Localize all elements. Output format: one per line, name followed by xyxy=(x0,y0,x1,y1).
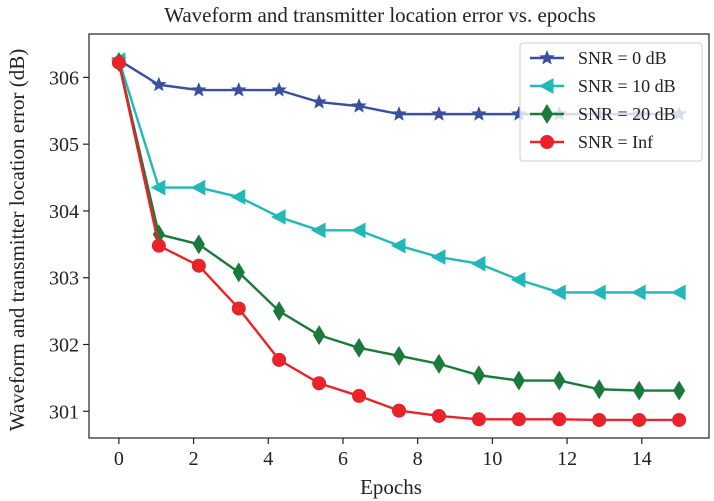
data-point xyxy=(232,262,245,283)
data-point xyxy=(191,81,207,97)
data-point xyxy=(553,370,566,391)
data-point xyxy=(471,106,487,121)
data-point xyxy=(431,408,446,423)
data-point xyxy=(271,209,286,225)
legend-marker xyxy=(539,49,555,65)
data-point xyxy=(392,345,406,366)
data-point xyxy=(552,412,567,427)
x-tick-label: 14 xyxy=(632,448,652,470)
data-point xyxy=(273,301,286,322)
legend-label: SNR = 20 dB xyxy=(578,104,676,124)
series-layer xyxy=(110,51,687,427)
chart-title: Waveform and transmitter location error … xyxy=(164,3,596,27)
data-point xyxy=(150,179,166,196)
data-point xyxy=(351,98,367,113)
x-tick-label: 2 xyxy=(189,448,199,470)
data-point xyxy=(312,376,327,391)
x-tick-label: 12 xyxy=(557,448,577,470)
data-point xyxy=(430,249,446,265)
legend-marker xyxy=(540,135,554,149)
data-point xyxy=(312,325,326,346)
x-axis: 0 2 4 6 8 10 12 14 xyxy=(114,438,652,470)
data-point xyxy=(111,55,126,70)
x-tick-label: 0 xyxy=(114,448,124,470)
data-point xyxy=(632,412,647,427)
data-point xyxy=(352,337,366,358)
data-point xyxy=(592,412,607,427)
data-point xyxy=(231,301,246,316)
legend-label: SNR = 0 dB xyxy=(578,48,667,68)
series-3 xyxy=(111,55,687,427)
data-point xyxy=(192,234,205,255)
legend-entry: SNR = Inf xyxy=(530,132,653,152)
legend-entry: SNR = 20 dB xyxy=(530,104,676,124)
legend-box xyxy=(519,42,703,162)
y-tick-label: 305 xyxy=(49,134,79,156)
data-point xyxy=(431,106,447,121)
data-point xyxy=(311,93,327,109)
y-axis-label: Waveform and transmitter location error … xyxy=(5,49,29,432)
legend-marker xyxy=(538,78,554,94)
plot-area xyxy=(88,33,710,439)
data-point xyxy=(472,365,486,386)
data-point xyxy=(673,380,686,401)
x-tick-label: 10 xyxy=(482,448,502,470)
plot-frame xyxy=(88,33,710,439)
legend-entry: SNR = 0 dB xyxy=(530,48,667,68)
data-point xyxy=(551,284,566,301)
y-tick-label: 301 xyxy=(49,401,79,423)
data-point xyxy=(633,380,646,401)
legend-label: SNR = Inf xyxy=(578,132,653,152)
data-point xyxy=(271,81,287,97)
legend-entry: SNR = 10 dB xyxy=(530,76,676,96)
x-tick-label: 8 xyxy=(413,448,423,470)
data-point xyxy=(350,222,366,239)
data-point xyxy=(470,255,486,272)
data-point xyxy=(510,271,526,288)
data-point xyxy=(672,412,687,427)
data-point xyxy=(390,237,406,254)
y-tick-label: 304 xyxy=(49,201,79,223)
data-point xyxy=(471,412,486,427)
data-point xyxy=(631,284,646,301)
legend-marker xyxy=(540,104,554,124)
x-tick-label: 4 xyxy=(263,448,273,470)
y-tick-label: 303 xyxy=(49,268,79,290)
data-point xyxy=(511,412,526,427)
data-point xyxy=(352,388,367,403)
y-axis: 301 302 303 304 305 306 xyxy=(49,67,89,423)
data-point xyxy=(671,284,686,301)
data-point xyxy=(272,352,287,367)
legend-label: SNR = 10 dB xyxy=(578,76,676,96)
data-point xyxy=(231,81,247,97)
data-point xyxy=(230,189,246,205)
series-2 xyxy=(112,52,686,401)
data-point xyxy=(512,370,525,391)
x-axis-label: Epochs xyxy=(360,475,422,499)
data-point xyxy=(593,379,606,400)
y-tick-label: 302 xyxy=(49,335,79,357)
data-point xyxy=(190,179,206,196)
data-point xyxy=(151,76,167,92)
x-tick-label: 6 xyxy=(338,448,348,470)
data-point xyxy=(191,258,206,273)
data-point xyxy=(151,238,166,253)
data-point xyxy=(311,222,326,239)
data-point xyxy=(591,284,606,301)
data-point xyxy=(392,403,406,418)
legend: SNR = 0 dB SNR = 10 dB SNR = 20 dB SNR = In… xyxy=(519,42,703,162)
data-point xyxy=(432,353,446,374)
data-point xyxy=(391,106,407,121)
y-tick-label: 306 xyxy=(49,67,79,89)
